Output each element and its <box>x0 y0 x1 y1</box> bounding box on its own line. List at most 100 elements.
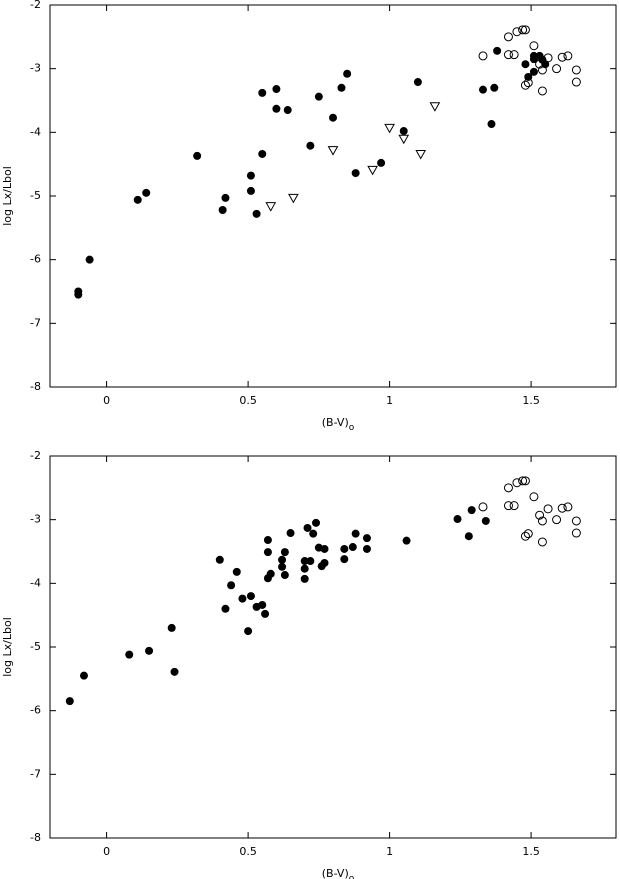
filled-point <box>490 83 499 92</box>
filled-point <box>348 543 357 552</box>
filled-point <box>340 555 349 564</box>
filled-point <box>478 85 487 94</box>
triangle-point <box>429 102 441 112</box>
filled-point <box>167 623 176 632</box>
x-tick-label: 1 <box>386 394 393 407</box>
open-point <box>503 483 513 493</box>
filled-point <box>306 141 315 150</box>
filled-point <box>221 604 230 613</box>
filled-point <box>133 195 142 204</box>
filled-point <box>261 609 270 618</box>
filled-point <box>232 567 241 576</box>
y-tick-label: -5 <box>30 640 41 653</box>
open-point <box>552 515 562 525</box>
open-point <box>543 504 553 514</box>
filled-point <box>362 544 371 553</box>
filled-point <box>286 529 295 538</box>
filled-point <box>340 544 349 553</box>
open-point <box>529 41 539 51</box>
filled-point <box>467 506 476 515</box>
x-axis-label: (B-V)o <box>322 867 355 879</box>
open-point <box>478 502 488 512</box>
filled-point <box>65 697 74 706</box>
x-tick-label: 0 <box>103 845 110 858</box>
plot-frame <box>49 455 617 839</box>
filled-point <box>246 592 255 601</box>
filled-point <box>529 51 538 60</box>
filled-point <box>170 667 179 676</box>
filled-point <box>74 290 83 299</box>
open-point <box>520 476 530 486</box>
open-point <box>509 50 519 60</box>
y-tick-label: -4 <box>30 125 41 138</box>
x-axis-label: (B-V)o <box>322 416 355 433</box>
x-axis-label-sub: o <box>349 874 355 879</box>
y-tick-label: -8 <box>30 831 41 844</box>
scatter-plot: -2 -3 -4 -5 -6 -7 -8 0 0.5 1 1.5 (B-V)o log Lx/Lbol <box>1 449 617 879</box>
triangle-point <box>265 202 277 212</box>
open-point <box>503 501 513 511</box>
triangle-point <box>398 134 410 145</box>
y-tick-label: -8 <box>30 380 41 393</box>
filled-point <box>246 171 255 180</box>
open-point <box>512 27 522 37</box>
open-point <box>520 80 530 90</box>
filled-point <box>272 85 281 94</box>
filled-point <box>227 581 236 590</box>
open-point <box>543 53 553 63</box>
y-tick-label: -6 <box>30 704 41 717</box>
open-point <box>537 516 547 526</box>
filled-point <box>300 564 309 573</box>
y-tick-label: -4 <box>30 576 41 589</box>
open-point <box>518 25 528 35</box>
filled-point <box>263 536 272 545</box>
open-point <box>571 77 581 87</box>
x-axis-label-main: (B-V) <box>322 867 349 879</box>
open-point <box>537 65 547 75</box>
y-tick-label: -7 <box>30 767 41 780</box>
x-tick-label: 0.5 <box>239 845 257 858</box>
filled-point <box>399 127 408 136</box>
open-point <box>509 501 519 511</box>
filled-point <box>85 255 94 264</box>
x-tick-label: 1.5 <box>522 394 540 407</box>
open-point <box>571 516 581 526</box>
filled-point <box>464 532 473 541</box>
open-point <box>535 510 545 520</box>
filled-point <box>377 158 386 167</box>
filled-point <box>300 557 309 566</box>
open-point <box>478 51 488 61</box>
open-point <box>523 78 533 88</box>
open-point <box>520 531 530 541</box>
filled-point <box>215 555 224 564</box>
open-point <box>520 25 530 35</box>
filled-point <box>309 529 318 538</box>
filled-point <box>280 548 289 557</box>
open-point <box>557 52 567 62</box>
filled-point <box>258 149 267 158</box>
x-axis-label-sub: o <box>349 423 355 433</box>
filled-point <box>193 151 202 160</box>
filled-point <box>402 536 411 545</box>
open-point <box>563 51 573 61</box>
filled-point <box>266 569 275 578</box>
triangle-point <box>367 165 378 176</box>
triangle-point <box>327 146 339 156</box>
filled-point <box>125 650 134 659</box>
filled-point <box>521 60 530 69</box>
open-point <box>537 86 547 96</box>
triangle-point <box>415 149 427 160</box>
filled-point <box>493 46 502 55</box>
filled-point <box>258 600 267 609</box>
filled-point <box>481 516 490 525</box>
open-point <box>523 529 533 539</box>
y-tick-label: -2 <box>30 449 41 462</box>
filled-point <box>221 193 230 202</box>
filled-point <box>238 594 247 603</box>
filled-point <box>343 69 352 78</box>
x-tick-label: 0.5 <box>239 394 257 407</box>
triangle-point <box>384 123 395 134</box>
y-tick-label: -5 <box>30 189 41 202</box>
open-point <box>518 476 528 486</box>
